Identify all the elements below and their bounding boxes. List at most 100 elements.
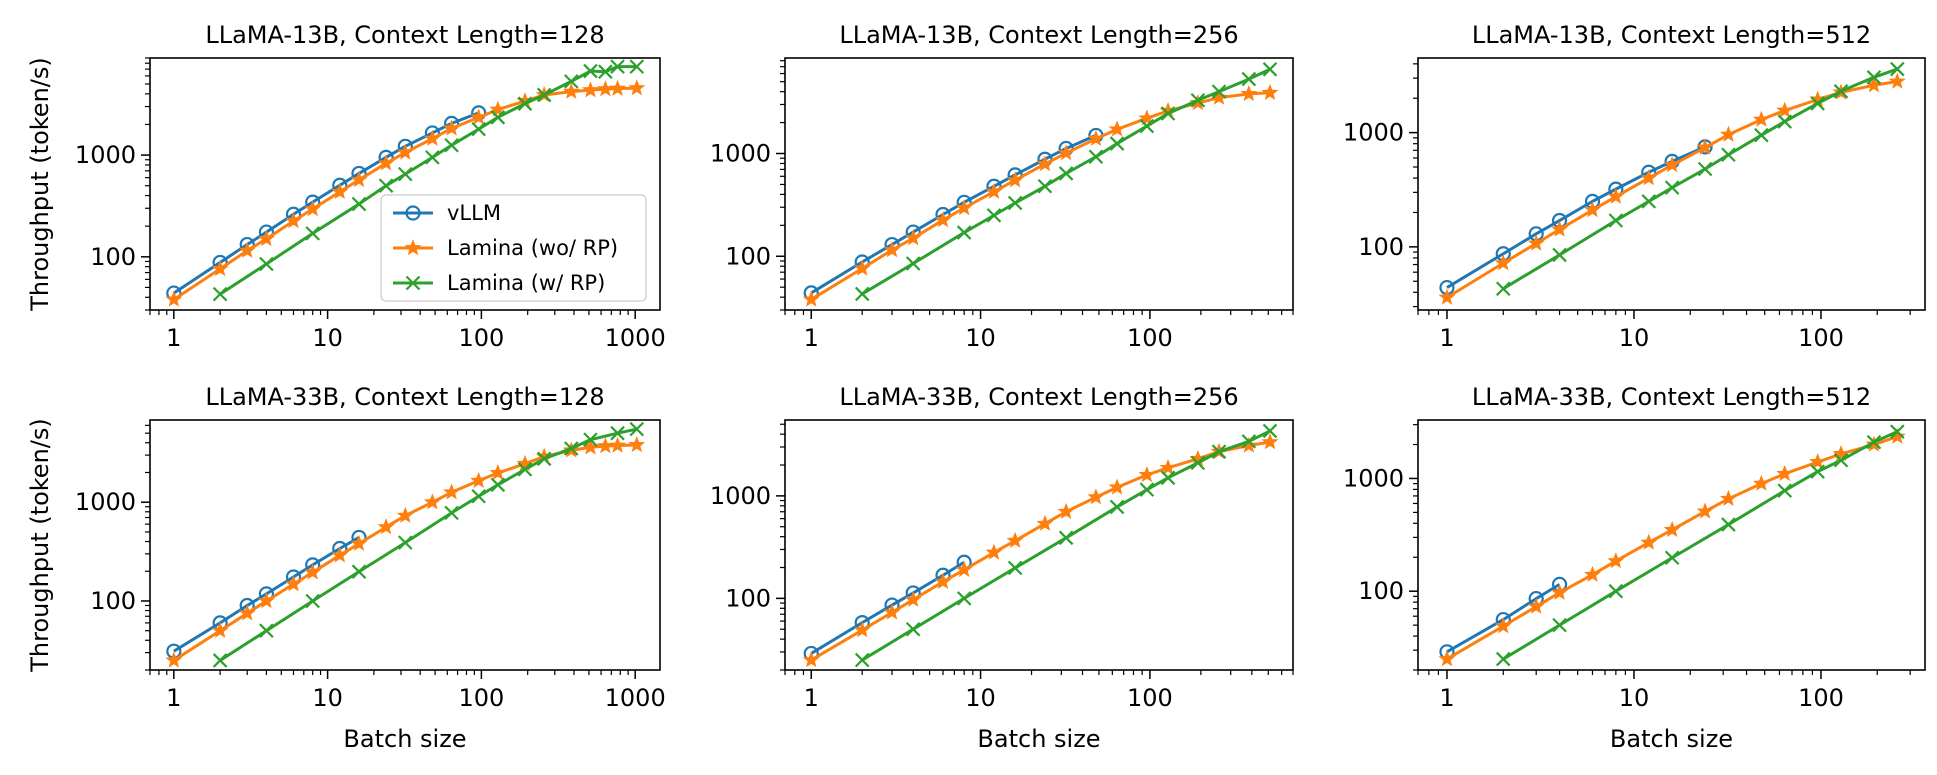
data-point-lamina_wo <box>904 229 922 246</box>
data-point-lamina_wo <box>423 129 441 146</box>
data-point-lamina_wo <box>350 171 368 188</box>
data-point-lamina_w <box>1810 96 1825 111</box>
y-tick-label: 100 <box>1358 577 1404 605</box>
data-point-lamina_w <box>259 623 274 638</box>
data-point-lamina_w <box>1139 482 1155 497</box>
y-tick-label: 100 <box>725 584 771 612</box>
minor-ticks <box>1413 424 1911 675</box>
subplot-title: LLaMA-33B, Context Length=128 <box>205 383 604 411</box>
legend-label-lamina_wo: Lamina (wo/ RP) <box>447 236 618 260</box>
data-point-lamina_w <box>1190 92 1206 108</box>
data-point-lamina_wo <box>1261 83 1279 100</box>
x-tick-label: 10 <box>312 324 343 352</box>
data-point-lamina_wo <box>470 108 488 125</box>
data-point-lamina_w <box>1608 583 1624 599</box>
data-point-lamina_w <box>1866 434 1882 450</box>
y-tick-label: 1000 <box>710 482 771 510</box>
series-lamina_w <box>212 421 645 668</box>
data-point-lamina_w <box>1833 84 1849 99</box>
data-point-lamina_wo <box>1438 650 1456 667</box>
data-point-lamina_wo <box>628 79 646 96</box>
data-point-lamina_w <box>1664 180 1680 195</box>
x-tick-label: 1 <box>166 324 181 352</box>
data-point-lamina_wo <box>1087 488 1105 505</box>
minor-ticks <box>145 424 629 675</box>
series-line-lamina_w <box>1502 430 1898 661</box>
data-point-lamina_wo <box>257 229 275 247</box>
data-point-lamina_wo <box>1087 129 1105 147</box>
data-point-lamina_w <box>1262 423 1278 439</box>
data-point-lamina_wo <box>238 604 256 621</box>
x-tick-label: 10 <box>1619 684 1650 712</box>
x-tick-label: 100 <box>458 684 504 712</box>
data-point-lamina_wo <box>596 437 614 454</box>
data-point-lamina_wo <box>1752 110 1770 127</box>
data-point-lamina_wo <box>1776 101 1794 118</box>
axes-frame <box>784 419 1294 671</box>
data-point-lamina_w <box>1697 161 1713 177</box>
x-axis-label: Batch size <box>1610 725 1733 753</box>
x-tick-label: 100 <box>1798 684 1844 712</box>
data-point-lamina_wo <box>1036 514 1054 531</box>
data-point-lamina_wo <box>285 575 302 592</box>
data-point-lamina_wo <box>883 241 901 258</box>
data-point-lamina_w <box>854 652 870 668</box>
series-lamina_wo <box>1438 427 1906 667</box>
data-point-lamina_wo <box>1584 565 1601 582</box>
subplot-title: LLaMA-33B, Context Length=512 <box>1472 383 1871 411</box>
data-point-lamina_wo <box>1138 466 1156 483</box>
data-point-lamina_w <box>1552 617 1567 633</box>
data-point-lamina_wo <box>596 80 614 97</box>
data-point-lamina_wo <box>1240 85 1258 102</box>
data-point-lamina_wo <box>1776 464 1794 481</box>
data-point-lamina_wo <box>1809 453 1827 470</box>
y-tick-label: 1000 <box>75 141 136 169</box>
x-tick-label: 1 <box>1439 324 1454 352</box>
series-line-lamina_w <box>1502 67 1898 291</box>
data-point-lamina_wo <box>211 621 229 638</box>
data-point-lamina_w <box>471 121 486 137</box>
data-point-lamina_w <box>1721 517 1736 532</box>
data-point-lamina_w <box>583 63 598 79</box>
x-tick-label: 1 <box>166 684 181 712</box>
minor-ticks <box>780 60 1294 315</box>
data-point-lamina_wo <box>1696 138 1714 155</box>
data-point-lamina_wo <box>1832 445 1850 462</box>
data-point-lamina_wo <box>238 241 256 258</box>
data-point-lamina_w <box>598 64 613 79</box>
data-point-lamina_wo <box>1108 478 1126 495</box>
data-point-lamina_w <box>1833 452 1849 468</box>
subplot-title: LLaMA-33B, Context Length=256 <box>839 383 1238 411</box>
x-tick-label: 10 <box>312 684 343 712</box>
data-point-lamina_wo <box>883 603 901 620</box>
y-tick-label: 100 <box>725 242 771 270</box>
data-point-lamina_w <box>563 441 579 456</box>
data-point-lamina_w <box>563 74 579 89</box>
x-tick-label: 100 <box>1798 324 1844 352</box>
data-point-lamina_w <box>536 87 552 103</box>
data-point-lamina_wo <box>1006 531 1024 548</box>
data-point-lamina_wo <box>802 651 820 668</box>
data-point-lamina_wo <box>1494 254 1512 271</box>
y-axis-label: Throughput (token/s) <box>26 418 54 672</box>
data-point-lamina_wo <box>1607 552 1625 569</box>
data-point-lamina_w <box>1641 194 1657 209</box>
axes-frame <box>149 419 661 671</box>
data-point-lamina_wo <box>331 182 349 200</box>
data-point-lamina_wo <box>1607 187 1625 204</box>
data-point-lamina_wo <box>1159 458 1177 475</box>
y-tick-label: 100 <box>1358 233 1404 261</box>
series-line-lamina_wo <box>1446 80 1898 299</box>
series-line-lamina_w <box>861 67 1271 296</box>
data-point-lamina_wo <box>1057 502 1075 519</box>
data-point-lamina_w <box>629 421 645 437</box>
series-line-lamina_wo <box>1446 435 1898 661</box>
data-point-lamina_wo <box>1696 502 1714 519</box>
subplot-1: 1 10 100 1000 100 1000 LLaMA-13B, Context Leng… <box>26 21 666 352</box>
data-point-lamina_wo <box>304 200 322 217</box>
legend-marker-lamina_w <box>405 275 421 291</box>
data-point-lamina_wo <box>377 518 395 535</box>
data-point-lamina_w <box>1241 434 1257 449</box>
data-point-lamina_w <box>1211 444 1227 459</box>
